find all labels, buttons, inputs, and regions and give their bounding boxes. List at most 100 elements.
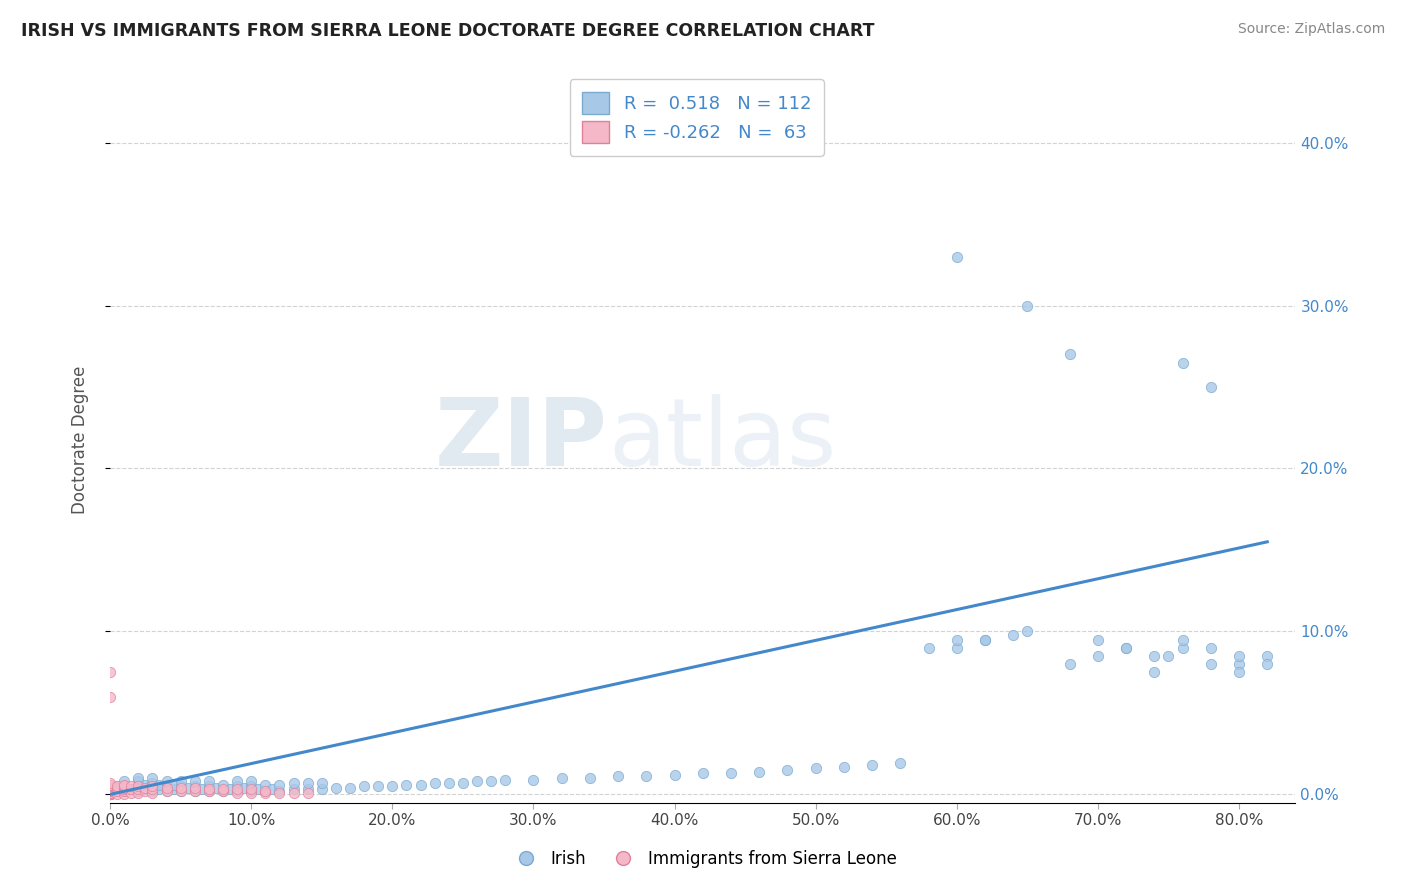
Point [184, 774, 207, 789]
Point [141, 779, 163, 793]
Point [1017, 624, 1039, 639]
Point [98, 788, 121, 802]
Point [98, 779, 121, 793]
Point [155, 779, 177, 793]
Point [134, 778, 156, 792]
Point [169, 780, 191, 795]
Point [112, 784, 135, 798]
Point [120, 782, 142, 797]
Point [226, 774, 249, 789]
Point [240, 774, 263, 789]
Point [945, 640, 967, 655]
Point [98, 786, 121, 800]
Point [1087, 648, 1109, 663]
Point [184, 784, 207, 798]
Point [219, 782, 242, 797]
Point [162, 782, 184, 797]
Point [479, 774, 502, 789]
Point [98, 784, 121, 798]
Point [176, 780, 198, 795]
Point [127, 779, 149, 793]
Point [367, 779, 389, 793]
Point [169, 779, 191, 793]
Point [1115, 640, 1137, 655]
Point [198, 774, 221, 789]
Point [212, 782, 235, 797]
Point [579, 771, 602, 785]
Point [198, 782, 221, 797]
Point [226, 779, 249, 793]
Point [98, 788, 121, 802]
Point [155, 784, 177, 798]
Point [269, 778, 291, 792]
Point [1002, 628, 1025, 642]
Point [1171, 640, 1194, 655]
Point [465, 774, 488, 789]
Point [105, 780, 128, 795]
Point [1227, 657, 1250, 671]
Point [141, 782, 163, 797]
Point [162, 778, 184, 792]
Point [692, 766, 714, 780]
Point [120, 786, 142, 800]
Point [184, 779, 207, 793]
Point [112, 778, 135, 792]
Point [889, 756, 911, 771]
Point [112, 788, 135, 802]
Point [112, 784, 135, 798]
Point [98, 782, 121, 797]
Point [1256, 648, 1278, 663]
Point [98, 690, 121, 704]
Point [945, 632, 967, 647]
Point [254, 784, 277, 798]
Point [120, 779, 142, 793]
Point [105, 779, 128, 793]
Point [98, 788, 121, 802]
Point [127, 784, 149, 798]
Point [1143, 665, 1166, 680]
Point [395, 778, 418, 792]
Point [945, 250, 967, 264]
Text: atlas: atlas [607, 394, 837, 486]
Point [254, 786, 277, 800]
Point [98, 788, 121, 802]
Point [184, 780, 207, 795]
Point [233, 780, 256, 795]
Point [98, 784, 121, 798]
Point [283, 776, 305, 790]
Point [974, 632, 997, 647]
Point [105, 784, 128, 798]
Point [409, 778, 432, 792]
Point [1059, 347, 1081, 361]
Point [240, 784, 263, 798]
Point [262, 782, 284, 797]
Point [423, 776, 446, 790]
Point [748, 764, 770, 779]
Point [860, 758, 883, 772]
Point [148, 778, 170, 792]
Point [1143, 648, 1166, 663]
Point [297, 786, 319, 800]
Point [98, 779, 121, 793]
Point [325, 780, 347, 795]
Point [226, 784, 249, 798]
Point [98, 780, 121, 795]
Point [105, 779, 128, 793]
Legend: Irish, Immigrants from Sierra Leone: Irish, Immigrants from Sierra Leone [502, 844, 904, 875]
Point [1087, 632, 1109, 647]
Point [98, 788, 121, 802]
Point [98, 665, 121, 680]
Point [198, 784, 221, 798]
Point [141, 786, 163, 800]
Point [112, 782, 135, 797]
Point [127, 782, 149, 797]
Point [98, 782, 121, 797]
Point [112, 779, 135, 793]
Point [184, 784, 207, 798]
Point [522, 772, 544, 787]
Point [664, 768, 686, 782]
Point [494, 772, 516, 787]
Point [98, 788, 121, 802]
Point [226, 786, 249, 800]
Point [148, 782, 170, 797]
